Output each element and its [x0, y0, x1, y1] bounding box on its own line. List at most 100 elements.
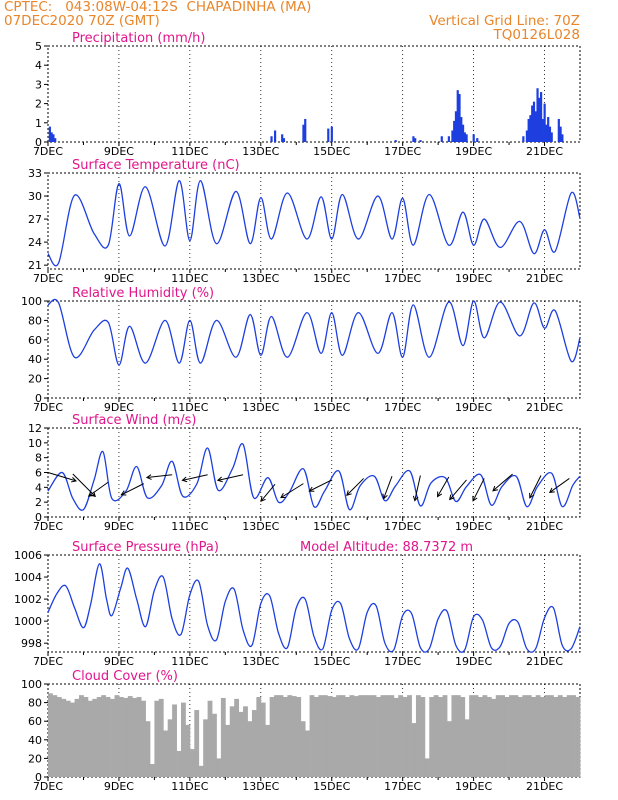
precip-bar: [412, 136, 415, 142]
precip-bar: [529, 115, 532, 142]
y-tick-label: 30: [28, 190, 42, 203]
x-tick-label: 13DEC: [242, 655, 279, 668]
panel-title: Cloud Cover (%): [72, 669, 178, 684]
cloud-bar: [371, 695, 377, 777]
precip-bar: [525, 130, 528, 142]
wind-vector-head: [120, 490, 127, 496]
cloud-bar: [540, 697, 545, 777]
wind-vector-head: [437, 491, 443, 498]
cloud-bar: [172, 704, 177, 777]
pressure-panel: 7DEC 9DEC 11DEC 13DEC 15DEC 17DEC 19DEC 21DEC 99…: [14, 540, 581, 668]
cloud-bar: [163, 730, 169, 777]
cloud-bar: [571, 695, 576, 777]
panel-title: Surface Temperature (nC): [72, 158, 240, 173]
cloud-bar: [207, 700, 213, 777]
cloud-bar: [96, 697, 102, 777]
cloud-bar: [318, 695, 324, 777]
cloud-bar: [429, 697, 435, 777]
wind-panel: 7DEC 9DEC 11DEC 13DEC 15DEC 17DEC 19DEC 21DEC 0 2…: [28, 413, 581, 533]
cloud-bar: [495, 695, 501, 777]
cloud-bar: [575, 697, 581, 777]
cloud-bar: [345, 697, 350, 777]
wind-vector: [47, 472, 77, 483]
cloud-bar: [203, 719, 208, 777]
precip-bar: [539, 92, 543, 142]
wind-vector-head: [449, 494, 455, 501]
cloud-bar: [314, 697, 319, 777]
precip-bar: [281, 134, 284, 142]
precip-bar: [419, 140, 422, 142]
cloud-bar: [340, 695, 346, 777]
cloud-bar: [238, 711, 244, 777]
y-tick-label: 1006: [14, 549, 42, 562]
y-tick-label: 998: [21, 637, 42, 650]
wind-vector-shaft: [449, 479, 467, 500]
wind-vector-shaft: [309, 479, 332, 492]
precip-bar: [548, 126, 552, 142]
cloud-bar: [407, 695, 412, 777]
precip-bar: [550, 132, 553, 142]
x-tick-label: 19DEC: [455, 655, 492, 668]
x-tick-label: 21DEC: [526, 272, 563, 285]
precip-bar: [52, 134, 55, 142]
wind-vector-head: [548, 487, 555, 494]
wind-vector: [216, 474, 244, 483]
series-line: [47, 298, 581, 366]
precip-bar: [440, 136, 443, 142]
x-tick-label: 21DEC: [526, 520, 563, 533]
y-tick-label: 0: [35, 511, 42, 524]
precip-bar: [451, 130, 454, 142]
wind-vector-head: [280, 493, 286, 499]
wind-vector-head: [87, 491, 94, 497]
cloud-bar: [557, 695, 563, 777]
x-tick-label: 9DEC: [104, 780, 134, 793]
wind-vector: [472, 478, 485, 502]
precip-bar: [304, 118, 307, 142]
cloud-bar: [535, 695, 541, 777]
cloud-bar: [145, 721, 151, 777]
wind-vector: [412, 475, 421, 502]
wind-vector-head: [382, 493, 388, 500]
cloud-bar: [349, 695, 355, 777]
precip-bar: [543, 103, 546, 142]
wind-vector-shaft: [492, 473, 513, 492]
y-tick-label: 100: [21, 678, 42, 691]
x-tick-label: 7DEC: [33, 401, 63, 414]
wind-vector-shaft: [72, 473, 96, 497]
series-line: [47, 563, 581, 653]
cloud-bar: [56, 697, 62, 777]
cloud-bar: [296, 697, 302, 777]
y-tick-label: 0: [35, 771, 42, 784]
x-tick-label: 13DEC: [242, 145, 279, 158]
y-tick-label: 3: [35, 78, 42, 91]
precip-bar: [561, 134, 564, 142]
cloud-bar: [234, 698, 240, 777]
wind-vector: [548, 478, 570, 494]
wind-vector-shaft: [280, 483, 304, 499]
plot-frame: [47, 45, 581, 143]
cloud-bar: [158, 698, 164, 777]
precip-bar: [460, 117, 463, 142]
x-tick-label: 15DEC: [313, 655, 350, 668]
precip-bar: [547, 117, 550, 142]
cloud-bar: [105, 697, 111, 777]
cloud-bar: [438, 697, 443, 777]
precip-bar: [463, 132, 466, 142]
x-tick-label: 15DEC: [313, 401, 350, 414]
wind-vector-shaft: [529, 475, 542, 499]
wind-vector-head: [216, 476, 223, 483]
y-tick-label: 80: [28, 697, 42, 710]
y-tick-label: 20: [28, 373, 42, 386]
cloud-bar: [136, 697, 142, 777]
wind-vector-shaft: [383, 476, 393, 499]
panel-title: Relative Humidity (%): [72, 286, 214, 301]
cloud-bar: [251, 710, 257, 777]
precip-bar: [557, 118, 560, 142]
header-line-1: CPTEC: 043:08W-04:12S CHAPADINHA (MA): [4, 0, 311, 15]
precip-bar: [414, 138, 417, 142]
precip-bar: [454, 111, 458, 142]
cloud-bar: [118, 697, 124, 777]
cloud-bar: [526, 695, 532, 777]
y-tick-label: 1004: [14, 571, 42, 584]
